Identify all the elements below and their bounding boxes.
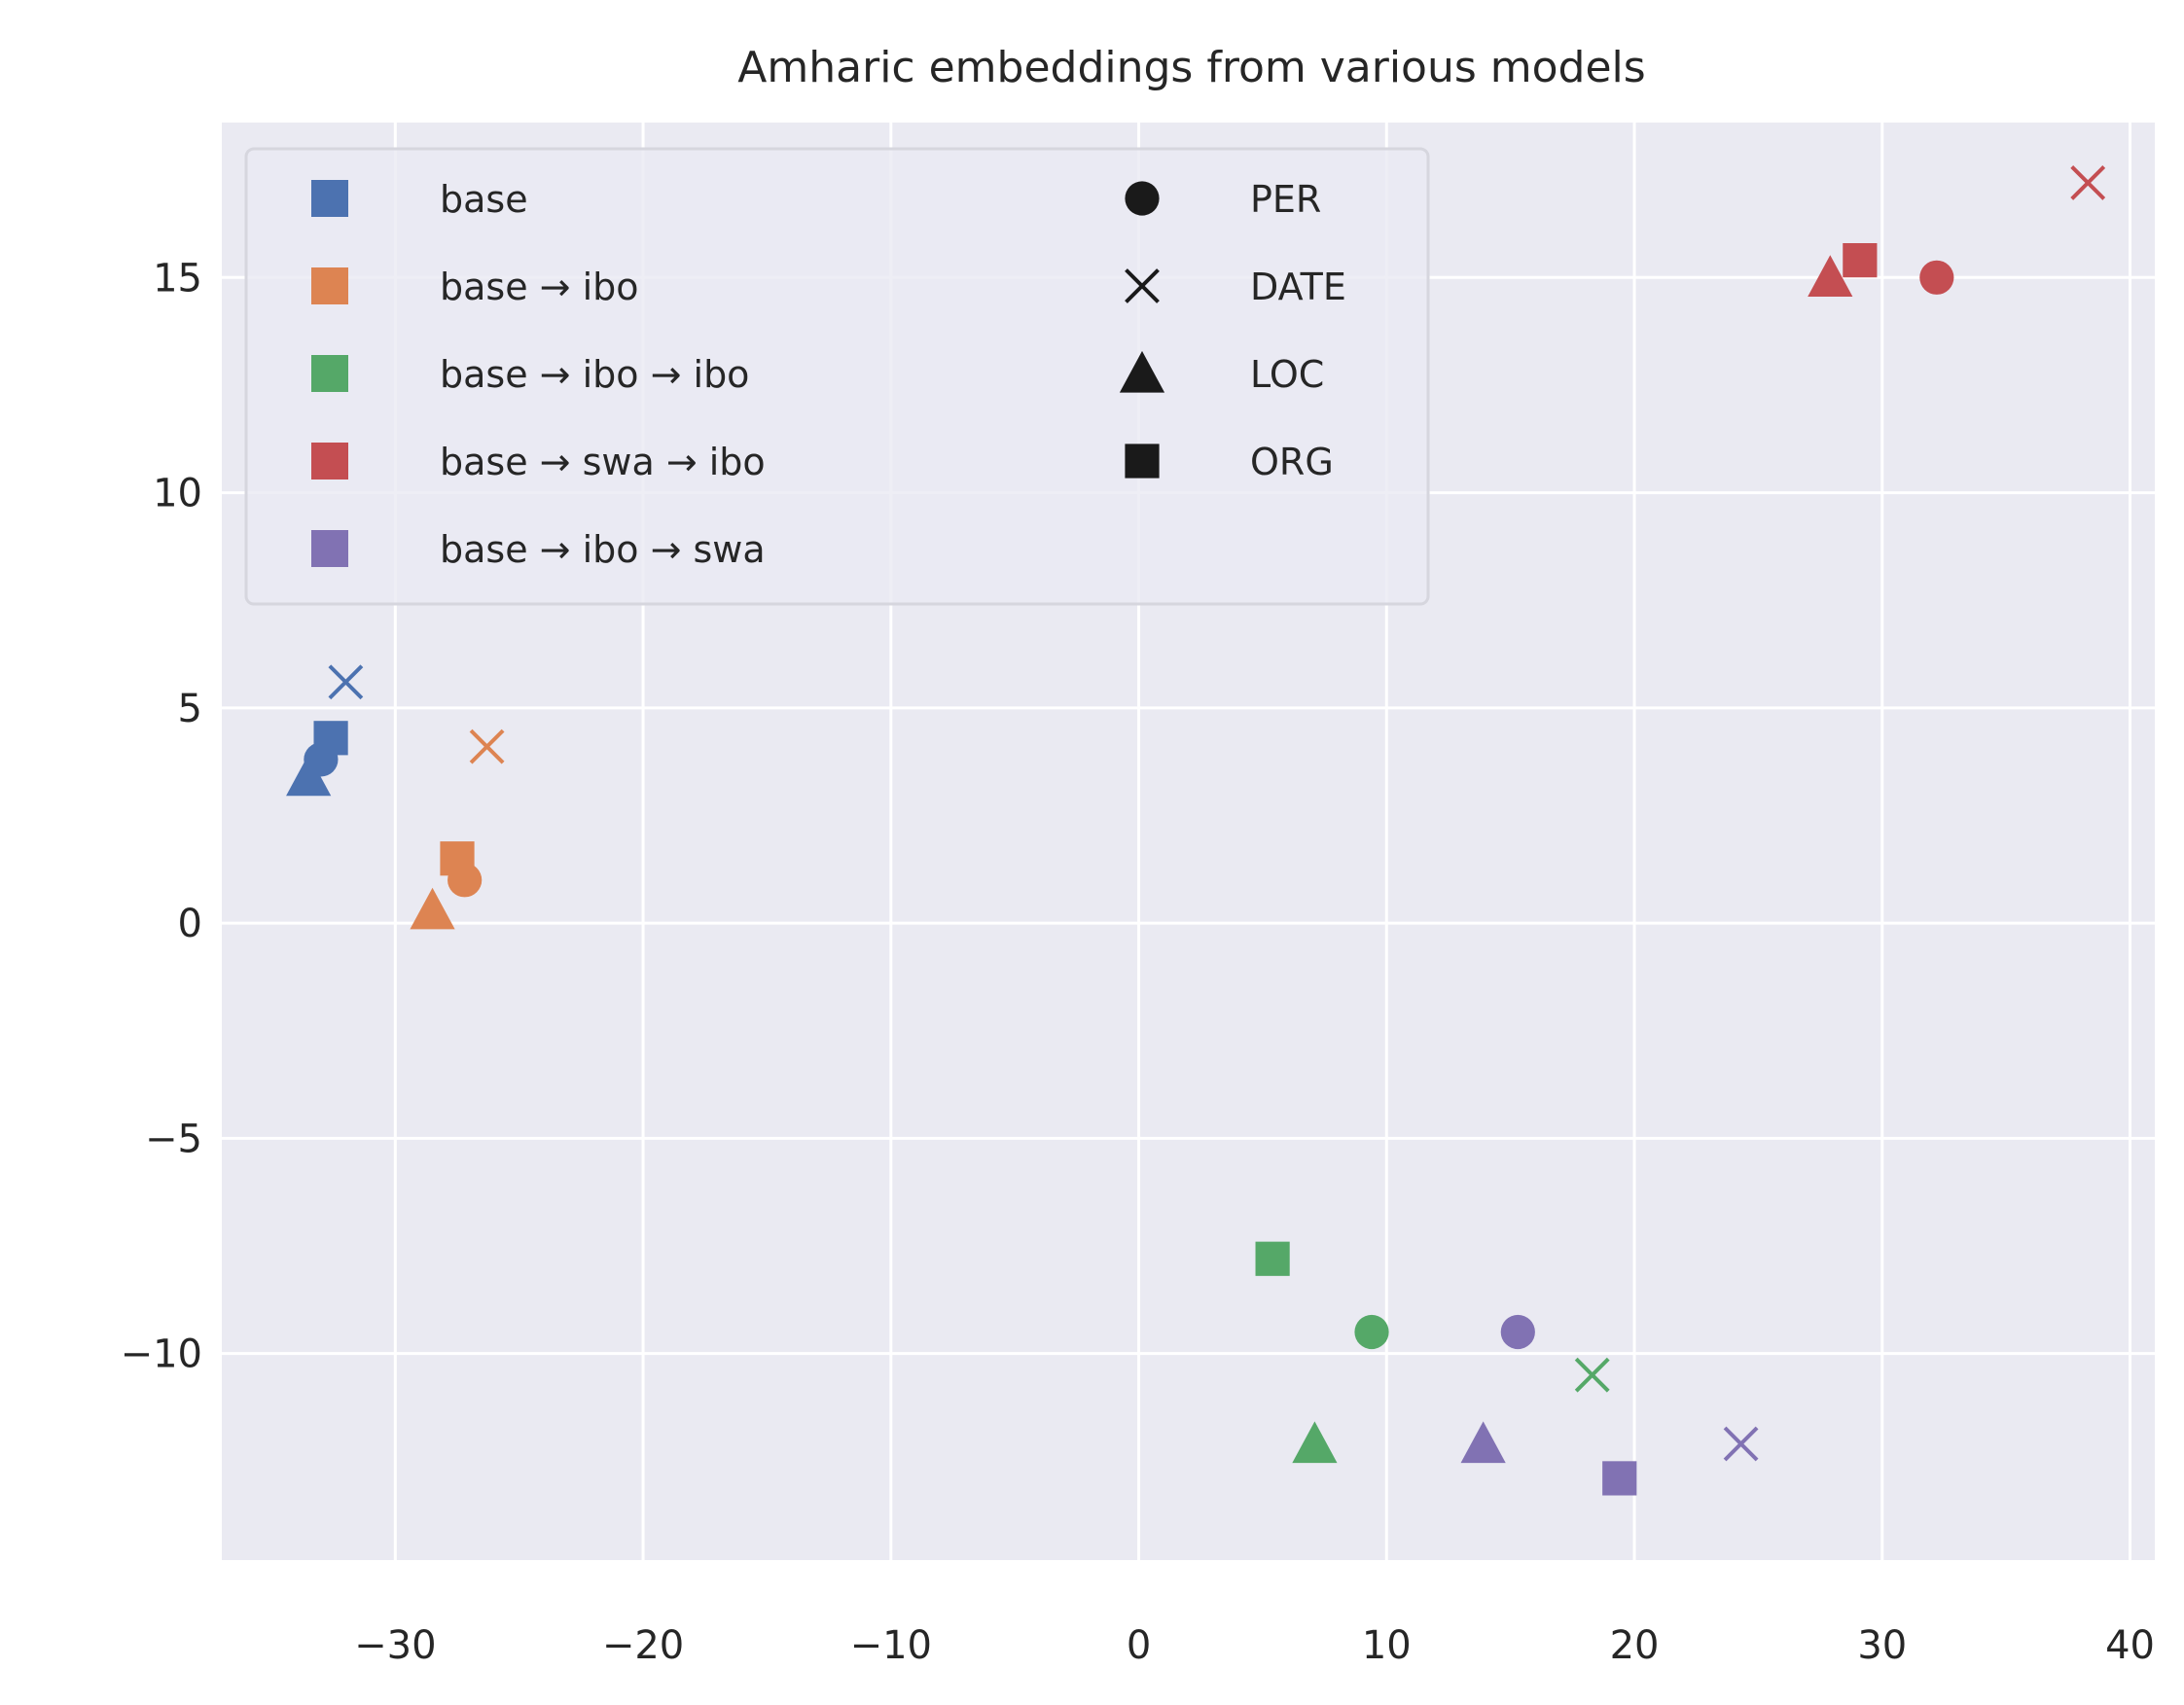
legend-swatch	[311, 180, 348, 217]
chart-title: Amharic embeddings from various models	[737, 43, 1645, 92]
y-tick-label: 5	[178, 687, 202, 731]
y-tick-label: 0	[178, 902, 202, 946]
x-marker-stroke	[328, 664, 364, 700]
legend-box	[244, 147, 1430, 606]
data-point-per	[1919, 260, 1954, 295]
y-tick-label: −10	[121, 1332, 202, 1377]
y-tick-label: −5	[145, 1117, 202, 1161]
x-tick-label: 30	[1857, 1623, 1907, 1668]
y-tick-label: 10	[153, 472, 202, 516]
legend-label: LOC	[1250, 353, 1324, 396]
data-point-date	[469, 728, 505, 764]
legend-label: PER	[1250, 178, 1321, 221]
data-point-date	[1723, 1426, 1759, 1462]
legend-swatch	[311, 355, 348, 392]
legend-label: DATE	[1250, 266, 1346, 308]
y-tick-label: 15	[153, 256, 202, 301]
legend-swatch	[311, 267, 348, 304]
data-point-org	[440, 841, 475, 876]
x-tick-label: −30	[354, 1623, 436, 1668]
legend-swatch	[311, 443, 348, 480]
legend-swatch	[311, 530, 348, 567]
legend-label: base → ibo → swa	[440, 528, 766, 571]
data-point-date	[1574, 1357, 1610, 1393]
data-point-loc	[410, 887, 455, 930]
x-marker-stroke	[469, 728, 505, 764]
data-point-loc	[286, 754, 332, 797]
y-axis-ticks: −10 −5 0 5 10 15	[121, 256, 202, 1376]
legend-label: base → ibo → ibo	[440, 353, 749, 396]
x-tick-label: 10	[1362, 1623, 1412, 1668]
x-marker-stroke	[1723, 1426, 1759, 1462]
data-point-org	[1602, 1461, 1637, 1496]
legend-marker-date	[1125, 268, 1160, 303]
x-tick-label: −20	[602, 1623, 684, 1668]
data-point-date	[328, 664, 364, 700]
data-point-loc	[1292, 1421, 1338, 1464]
legend-marker-loc	[1119, 350, 1165, 393]
x-tick-label: 0	[1127, 1623, 1151, 1668]
data-point-date	[2070, 165, 2106, 200]
data-point-org	[313, 721, 348, 756]
data-point-org	[1843, 243, 1878, 278]
x-marker-stroke	[2070, 165, 2106, 200]
legend-marker-per	[1125, 181, 1160, 216]
data-point-per	[1500, 1314, 1535, 1350]
x-marker-stroke	[1125, 268, 1160, 303]
legend-label: ORG	[1250, 441, 1334, 483]
legend-label: base → ibo	[440, 266, 639, 308]
legend-label: base → swa → ibo	[440, 441, 766, 483]
data-point-org	[1255, 1241, 1290, 1276]
legend-marker-org	[1125, 444, 1160, 479]
legend-label: base	[440, 178, 528, 221]
data-point-per	[1354, 1314, 1389, 1350]
x-marker-stroke	[1574, 1357, 1610, 1393]
data-point-loc	[1460, 1421, 1506, 1464]
x-tick-label: 40	[2105, 1623, 2155, 1668]
x-tick-label: −10	[850, 1623, 932, 1668]
data-point-loc	[1808, 255, 1853, 297]
data-points	[286, 165, 2106, 1496]
x-axis-ticks: −30 −20 −10 0 10 20 30 40	[354, 1623, 2155, 1668]
legend: base base → ibo base → ibo → ibo base → swa…	[244, 147, 1430, 606]
x-tick-label: 20	[1610, 1623, 1660, 1668]
